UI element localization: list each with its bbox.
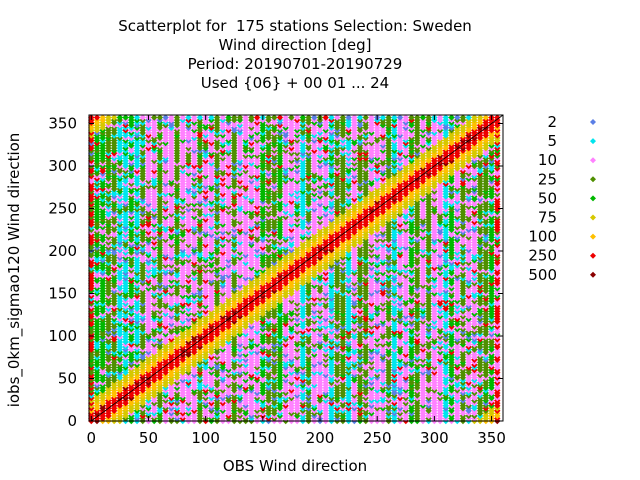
scatter-point — [162, 114, 169, 121]
scatter-point — [105, 114, 112, 121]
scatter-point — [128, 114, 135, 121]
scatter-point — [116, 114, 124, 121]
scatter-point — [122, 114, 129, 121]
chart-title-line-2: Wind direction [deg] — [218, 36, 372, 54]
scatter-point — [110, 114, 118, 121]
scatter-point — [133, 114, 141, 121]
scatter-point — [93, 114, 101, 121]
chart-title-line-3: Period: 20190701-20190729 — [187, 55, 403, 73]
chart-title-line-4: Used {06} + 00 01 ... 24 — [200, 74, 390, 92]
scatter-point — [139, 114, 146, 121]
scatter-point — [168, 114, 175, 121]
scatter-point — [150, 114, 158, 121]
chart-title-line-1: Scatterplot for 175 stations Selection: … — [118, 17, 472, 35]
scatter-point — [156, 114, 164, 121]
points-layer — [88, 114, 501, 425]
scatter-point — [99, 114, 106, 121]
